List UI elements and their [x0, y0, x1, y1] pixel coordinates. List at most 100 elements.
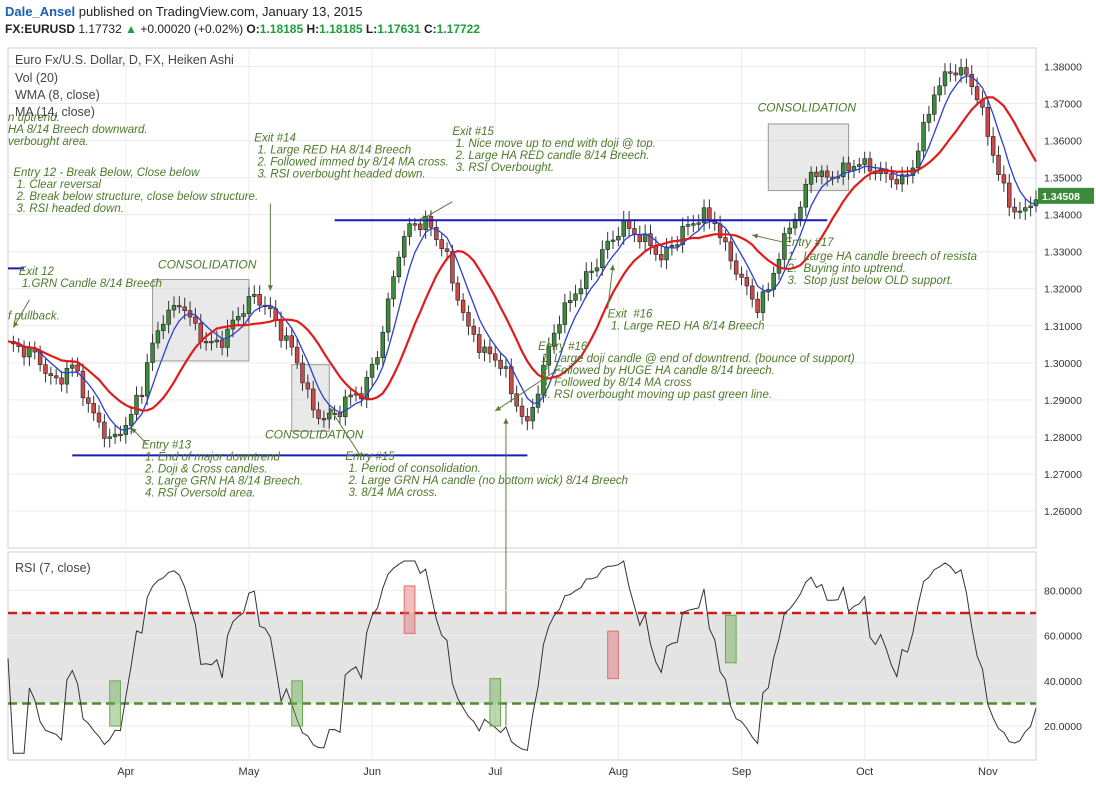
bull-candle[interactable]	[1033, 199, 1039, 207]
bull-candle[interactable]	[112, 433, 118, 438]
chart-canvas[interactable]: n uptrend. HA 8/14 Breech downward. verbou…	[0, 40, 1096, 785]
bull-candle[interactable]	[573, 293, 578, 301]
bull-candle[interactable]	[327, 412, 332, 420]
bull-candle[interactable]	[70, 364, 75, 369]
bear-candle[interactable]	[969, 73, 974, 87]
bull-candle[interactable]	[701, 207, 707, 224]
bull-candle[interactable]	[252, 294, 257, 297]
bull-candle[interactable]	[396, 256, 402, 278]
bear-candle[interactable]	[1001, 174, 1007, 184]
bear-candle[interactable]	[974, 86, 980, 101]
bear-candle[interactable]	[96, 412, 102, 423]
bull-candle[interactable]	[841, 162, 846, 177]
bear-candle[interactable]	[894, 179, 900, 185]
bull-candle[interactable]	[401, 236, 407, 258]
bear-candle[interactable]	[59, 377, 64, 385]
bear-candle[interactable]	[846, 162, 851, 171]
bull-candle[interactable]	[284, 335, 289, 341]
bull-candle[interactable]	[348, 394, 353, 398]
bull-candle[interactable]	[942, 71, 948, 87]
bull-candle[interactable]	[932, 94, 937, 115]
bear-candle[interactable]	[434, 227, 439, 240]
bear-candle[interactable]	[953, 72, 958, 76]
wma-line[interactable]	[7, 75, 1037, 431]
bear-candle[interactable]	[824, 170, 830, 178]
bear-candle[interactable]	[444, 248, 450, 252]
bull-candle[interactable]	[798, 206, 803, 220]
bear-candle[interactable]	[1012, 206, 1017, 213]
bear-candle[interactable]	[889, 173, 894, 180]
bull-candle[interactable]	[144, 362, 150, 397]
bull-candle[interactable]	[926, 113, 932, 123]
bear-candle[interactable]	[493, 353, 498, 361]
bull-candle[interactable]	[691, 223, 696, 226]
bear-candle[interactable]	[755, 298, 760, 313]
bear-candle[interactable]	[996, 154, 1001, 175]
rsi-signal-box-red[interactable]	[403, 585, 416, 634]
bull-candle[interactable]	[1017, 210, 1023, 213]
bear-candle[interactable]	[91, 403, 96, 414]
bull-candle[interactable]	[546, 345, 551, 366]
bear-candle[interactable]	[412, 223, 418, 226]
bull-candle[interactable]	[664, 246, 669, 261]
bear-candle[interactable]	[80, 370, 86, 399]
bear-candle[interactable]	[428, 216, 434, 228]
bear-candle[interactable]	[471, 325, 477, 335]
bear-candle[interactable]	[289, 335, 294, 348]
bear-candle[interactable]	[75, 364, 80, 372]
rsi-signal-box-green[interactable]	[109, 680, 121, 727]
bear-candle[interactable]	[48, 373, 54, 377]
bear-candle[interactable]	[476, 334, 482, 353]
bear-candle[interactable]	[728, 241, 734, 262]
bear-candle[interactable]	[487, 346, 493, 355]
bear-candle[interactable]	[867, 158, 873, 172]
bull-candle[interactable]	[600, 249, 605, 269]
bear-candle[interactable]	[193, 316, 198, 324]
bull-candle[interactable]	[605, 240, 610, 250]
bull-candle[interactable]	[64, 367, 70, 385]
bull-candle[interactable]	[407, 223, 412, 237]
bear-candle[interactable]	[278, 319, 284, 341]
bull-candle[interactable]	[375, 357, 380, 365]
bear-candle[interactable]	[990, 136, 996, 156]
bear-candle[interactable]	[814, 171, 819, 177]
bear-candle[interactable]	[139, 394, 145, 397]
bear-candle[interactable]	[209, 341, 214, 344]
bear-candle[interactable]	[450, 251, 455, 284]
bull-candle[interactable]	[107, 436, 112, 439]
bull-candle[interactable]	[562, 302, 568, 325]
ma-line[interactable]	[7, 96, 1037, 412]
bull-candle[interactable]	[241, 313, 246, 317]
bear-candle[interactable]	[739, 273, 744, 278]
bear-candle[interactable]	[498, 359, 503, 369]
rsi-signal-box-green[interactable]	[489, 678, 502, 727]
bear-candle[interactable]	[177, 305, 182, 308]
bear-candle[interactable]	[455, 282, 460, 301]
bull-candle[interactable]	[899, 174, 905, 185]
bear-candle[interactable]	[316, 409, 321, 419]
author-link[interactable]: Dale_Ansel	[5, 4, 76, 19]
bull-candle[interactable]	[166, 309, 171, 325]
bear-candle[interactable]	[626, 219, 632, 229]
rsi-line[interactable]	[7, 560, 1037, 754]
bull-candle[interactable]	[584, 271, 589, 289]
bear-candle[interactable]	[182, 306, 187, 311]
bull-candle[interactable]	[128, 414, 134, 426]
bull-candle[interactable]	[621, 219, 626, 237]
bull-candle[interactable]	[236, 315, 241, 321]
bear-candle[interactable]	[658, 254, 664, 261]
bear-candle[interactable]	[466, 312, 471, 327]
consolidation-box[interactable]	[767, 123, 850, 192]
rsi-signal-box-green[interactable]	[291, 680, 303, 727]
bull-candle[interactable]	[482, 346, 487, 353]
bear-candle[interactable]	[637, 234, 643, 243]
bull-candle[interactable]	[669, 245, 675, 248]
bull-candle[interactable]	[557, 324, 562, 334]
bull-candle[interactable]	[1023, 207, 1028, 212]
bear-candle[interactable]	[744, 277, 750, 287]
bull-candle[interactable]	[958, 67, 964, 76]
bear-candle[interactable]	[514, 393, 519, 407]
bull-candle[interactable]	[616, 235, 621, 241]
bull-candle[interactable]	[578, 288, 584, 295]
bull-candle[interactable]	[380, 331, 386, 358]
